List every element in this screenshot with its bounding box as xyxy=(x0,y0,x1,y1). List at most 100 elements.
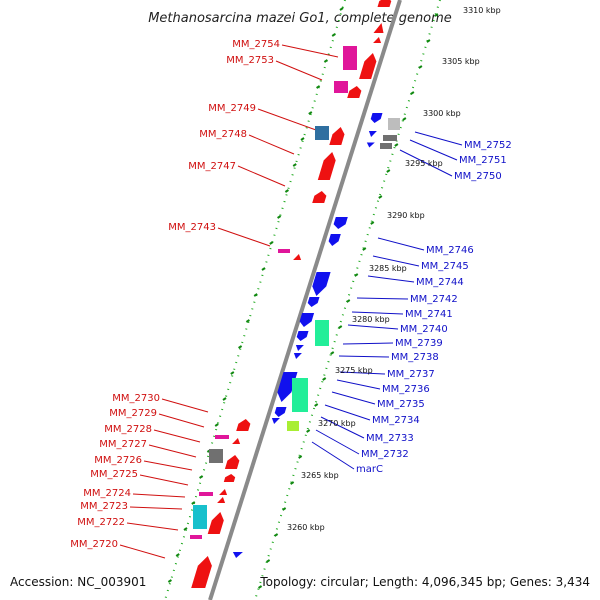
gene-label-mm2747[interactable]: MM_2747 xyxy=(188,161,236,172)
gene-label-mm2725[interactable]: MM_2725 xyxy=(90,469,138,480)
track-tick xyxy=(316,85,321,89)
gene-feature[interactable] xyxy=(274,407,287,417)
leader-line xyxy=(139,474,189,486)
gene-label-mm2754[interactable]: MM_2754 xyxy=(232,39,280,50)
track-tick xyxy=(290,481,295,485)
kbp-label-3275: 3275 kbp xyxy=(335,366,373,375)
gene-feature[interactable] xyxy=(215,435,229,439)
gene-feature[interactable] xyxy=(377,0,392,7)
gene-feature[interactable] xyxy=(370,113,383,123)
gene-label-mm2740[interactable]: MM_2740 xyxy=(400,324,448,335)
gene-feature[interactable] xyxy=(373,23,384,33)
gene-label-mm2727[interactable]: MM_2727 xyxy=(99,439,147,450)
gene-feature[interactable] xyxy=(207,512,224,534)
gene-label-mm2726[interactable]: MM_2726 xyxy=(94,455,142,466)
gene-label-mm2745[interactable]: MM_2745 xyxy=(421,261,469,272)
leader-line xyxy=(143,460,193,471)
gene-feature[interactable] xyxy=(329,127,345,145)
gene-feature[interactable] xyxy=(317,152,336,180)
gene-feature[interactable] xyxy=(209,449,223,463)
gene-feature[interactable] xyxy=(368,131,377,137)
gene-feature[interactable] xyxy=(366,142,375,148)
gene-label-mm2744[interactable]: MM_2744 xyxy=(416,277,464,288)
gene-feature[interactable] xyxy=(312,272,331,296)
kbp-label-3310: 3310 kbp xyxy=(463,6,501,15)
gene-label-mm2743[interactable]: MM_2743 xyxy=(168,222,216,233)
gene-label-mm2739[interactable]: MM_2739 xyxy=(395,338,443,349)
gene-label-marc[interactable]: marC xyxy=(356,464,383,475)
gene-label-mm2733[interactable]: MM_2733 xyxy=(366,433,414,444)
gene-label-mm2723[interactable]: MM_2723 xyxy=(80,501,128,512)
gene-label-mm2724[interactable]: MM_2724 xyxy=(83,488,131,499)
gene-feature[interactable] xyxy=(271,418,280,424)
gene-feature[interactable] xyxy=(190,535,202,539)
leader-line xyxy=(311,441,355,470)
gene-label-mm2720[interactable]: MM_2720 xyxy=(70,539,118,550)
gene-feature[interactable] xyxy=(312,191,327,203)
gene-feature[interactable] xyxy=(217,497,226,503)
kbp-label-3270: 3270 kbp xyxy=(318,419,356,428)
leader-line xyxy=(351,311,404,315)
track-tick xyxy=(330,351,335,355)
gene-feature[interactable] xyxy=(224,455,240,469)
gene-label-mm2732[interactable]: MM_2732 xyxy=(361,449,409,460)
gene-feature[interactable] xyxy=(199,492,213,496)
gene-feature[interactable] xyxy=(278,249,290,253)
gene-feature[interactable] xyxy=(328,234,341,246)
gene-label-mm2728[interactable]: MM_2728 xyxy=(104,424,152,435)
track-tick xyxy=(230,371,235,375)
gene-feature[interactable] xyxy=(315,320,329,346)
gene-feature[interactable] xyxy=(292,378,308,412)
track-tick xyxy=(261,267,266,271)
gene-feature[interactable] xyxy=(343,46,357,70)
gene-label-mm2736[interactable]: MM_2736 xyxy=(382,384,430,395)
gene-feature[interactable] xyxy=(388,118,400,130)
leader-line xyxy=(367,275,415,283)
gene-label-mm2748[interactable]: MM_2748 xyxy=(199,129,247,140)
gene-label-mm2722[interactable]: MM_2722 xyxy=(77,517,125,528)
gene-feature[interactable] xyxy=(359,53,377,79)
gene-feature[interactable] xyxy=(232,552,243,558)
gene-feature[interactable] xyxy=(287,421,299,431)
gene-feature[interactable] xyxy=(223,474,236,482)
gene-feature[interactable] xyxy=(333,217,348,229)
gene-feature[interactable] xyxy=(193,505,207,529)
gene-label-mm2729[interactable]: MM_2729 xyxy=(109,408,157,419)
gene-label-mm2737[interactable]: MM_2737 xyxy=(387,369,435,380)
gene-feature[interactable] xyxy=(334,81,348,93)
gene-feature[interactable] xyxy=(299,313,315,327)
gene-feature[interactable] xyxy=(293,353,302,359)
gene-label-mm2738[interactable]: MM_2738 xyxy=(391,352,439,363)
gene-feature[interactable] xyxy=(307,297,320,307)
gene-label-mm2742[interactable]: MM_2742 xyxy=(410,294,458,305)
gene-label-mm2735[interactable]: MM_2735 xyxy=(377,399,425,410)
gene-feature[interactable] xyxy=(232,438,241,444)
track-tick xyxy=(434,13,439,17)
gene-feature[interactable] xyxy=(380,143,392,149)
gene-label-mm2751[interactable]: MM_2751 xyxy=(459,155,507,166)
gene-label-mm2746[interactable]: MM_2746 xyxy=(426,245,474,256)
gene-label-mm2730[interactable]: MM_2730 xyxy=(112,393,160,404)
gene-label-mm2753[interactable]: MM_2753 xyxy=(226,55,274,66)
gene-feature[interactable] xyxy=(295,345,304,351)
gene-label-mm2734[interactable]: MM_2734 xyxy=(372,415,420,426)
gene-label-mm2749[interactable]: MM_2749 xyxy=(208,103,256,114)
leader-line xyxy=(315,429,360,455)
gene-feature[interactable] xyxy=(236,419,251,431)
gene-feature[interactable] xyxy=(383,135,397,141)
track-tick xyxy=(191,501,196,505)
gene-label-mm2741[interactable]: MM_2741 xyxy=(405,309,453,320)
gene-label-mm2750[interactable]: MM_2750 xyxy=(454,171,502,182)
gene-feature[interactable] xyxy=(293,254,302,260)
tick-group xyxy=(167,7,439,589)
gene-feature[interactable] xyxy=(373,37,382,43)
track-tick xyxy=(222,397,227,401)
gene-feature[interactable] xyxy=(296,331,309,341)
leader-line xyxy=(275,60,323,81)
track-tick xyxy=(402,117,407,121)
gene-feature[interactable] xyxy=(219,489,228,495)
gene-label-mm2752[interactable]: MM_2752 xyxy=(464,140,512,151)
gene-feature[interactable] xyxy=(191,556,212,588)
gene-feature[interactable] xyxy=(347,86,362,98)
gene-feature[interactable] xyxy=(315,126,329,140)
